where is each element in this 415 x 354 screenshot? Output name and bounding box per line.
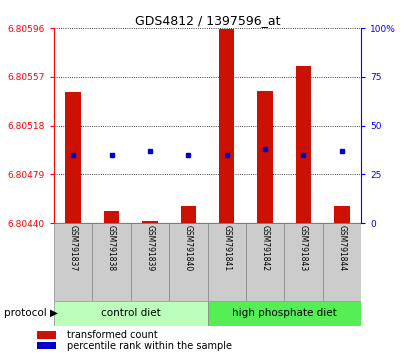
Bar (334, 206, 349, 223)
FancyBboxPatch shape (208, 223, 246, 301)
Text: percentile rank within the sample: percentile rank within the sample (67, 341, 232, 351)
FancyBboxPatch shape (284, 223, 323, 301)
FancyBboxPatch shape (208, 301, 361, 326)
Bar (37, 342, 56, 349)
Text: GSM791843: GSM791843 (299, 225, 308, 272)
Bar (296, 67, 311, 223)
FancyBboxPatch shape (93, 223, 131, 301)
Bar (219, 29, 234, 223)
Text: GSM791840: GSM791840 (184, 225, 193, 272)
Bar (142, 221, 158, 223)
Bar (104, 211, 119, 223)
Text: GSM791838: GSM791838 (107, 225, 116, 272)
FancyBboxPatch shape (246, 223, 284, 301)
Title: GDS4812 / 1397596_at: GDS4812 / 1397596_at (135, 14, 280, 27)
FancyBboxPatch shape (54, 301, 208, 326)
FancyBboxPatch shape (54, 223, 93, 301)
Text: high phosphate diet: high phosphate diet (232, 308, 337, 318)
Text: GSM791837: GSM791837 (68, 225, 78, 272)
FancyBboxPatch shape (131, 223, 169, 301)
Text: transformed count: transformed count (67, 330, 158, 340)
Text: control diet: control diet (101, 308, 161, 318)
Bar (181, 206, 196, 223)
FancyBboxPatch shape (169, 223, 208, 301)
Text: GSM791841: GSM791841 (222, 225, 231, 272)
Text: GSM791842: GSM791842 (261, 225, 270, 272)
Text: GSM791839: GSM791839 (145, 225, 154, 272)
Bar (37, 331, 56, 339)
Bar (257, 91, 273, 223)
Text: protocol ▶: protocol ▶ (4, 308, 58, 318)
Text: GSM791844: GSM791844 (337, 225, 347, 272)
FancyBboxPatch shape (323, 223, 361, 301)
Bar (66, 92, 81, 223)
